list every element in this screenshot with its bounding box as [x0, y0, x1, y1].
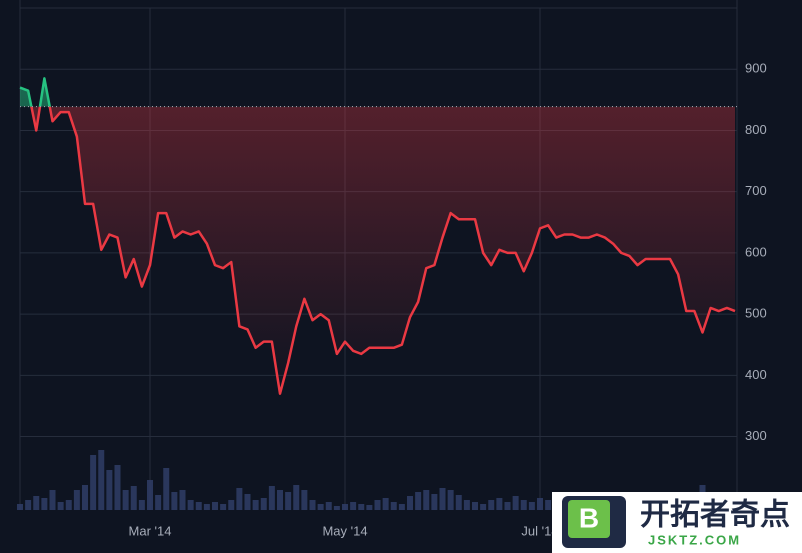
- volume-bar: [301, 490, 308, 510]
- y-tick-label: 800: [745, 122, 767, 137]
- watermark: B 开拓者奇点 JSKTZ.COM: [552, 492, 802, 553]
- volume-bar: [431, 494, 438, 510]
- volume-bar: [342, 504, 348, 510]
- volume-bar: [447, 490, 454, 510]
- price-line: [30, 106, 736, 395]
- volume-bar: [463, 500, 470, 510]
- volume-bar: [488, 500, 495, 510]
- volume-bar: [528, 502, 535, 510]
- y-tick-label: 300: [745, 428, 767, 443]
- volume-bar: [382, 498, 389, 510]
- volume-bar: [41, 498, 48, 510]
- watermark-name: 开拓者奇点: [640, 498, 790, 533]
- volume-bar: [179, 490, 186, 510]
- volume-bar: [439, 488, 446, 510]
- volume-bar: [277, 490, 283, 510]
- volume-bar: [423, 490, 430, 510]
- volume-bar: [309, 500, 316, 510]
- volume-bar: [504, 502, 511, 510]
- volume-bar: [138, 500, 145, 510]
- volume-bar: [268, 486, 275, 510]
- volume-bar: [57, 502, 64, 510]
- volume-bar: [520, 500, 527, 510]
- volume-bar: [350, 502, 357, 510]
- volume-bar: [17, 504, 23, 510]
- volume-bar: [512, 496, 519, 510]
- x-tick-label: Mar '14: [129, 523, 172, 538]
- volume-bar: [333, 506, 340, 510]
- volume-bar: [49, 490, 56, 510]
- watermark-logo: [568, 500, 610, 538]
- volume-bar: [130, 486, 137, 510]
- y-tick-label: 900: [745, 61, 767, 76]
- volume-bar: [195, 502, 202, 510]
- volume-bar: [106, 470, 113, 510]
- volume-bar: [114, 465, 121, 510]
- volume-bar: [374, 500, 381, 510]
- volume-bar: [358, 504, 365, 510]
- volume-bar: [390, 502, 397, 510]
- volume-bar: [480, 504, 487, 510]
- volume-bar: [147, 480, 153, 510]
- volume-bar: [455, 495, 462, 510]
- volume-bar: [25, 500, 32, 510]
- volume-bar: [317, 504, 324, 510]
- volume-bar: [73, 490, 80, 510]
- y-tick-label: 600: [745, 244, 767, 259]
- volume-bar: [228, 500, 235, 510]
- x-tick-label: Jul '14: [521, 523, 558, 538]
- volume-bar: [236, 488, 243, 510]
- volume-bar: [366, 505, 373, 510]
- area-down: [31, 106, 735, 394]
- volume-bar: [90, 455, 97, 510]
- volume-bar: [472, 502, 478, 510]
- volume-bar: [187, 500, 194, 510]
- volume-bar: [171, 492, 178, 510]
- x-tick-label: May '14: [322, 523, 367, 538]
- y-tick-label: 500: [745, 306, 767, 321]
- y-tick-label: 700: [745, 183, 767, 198]
- volume-bar: [252, 500, 259, 510]
- volume-bar: [155, 495, 162, 510]
- volume-bar: [33, 496, 40, 510]
- volume-bar: [82, 485, 88, 510]
- volume-bar: [98, 450, 105, 510]
- watermark-site: JSKTZ.COM: [648, 532, 741, 547]
- watermark-logo-text: B: [579, 502, 599, 533]
- volume-bar: [65, 500, 72, 510]
- volume-bar: [407, 496, 413, 510]
- volume-bar: [398, 504, 405, 510]
- volume-bar: [163, 468, 170, 510]
- volume-bar: [220, 504, 227, 510]
- volume-bar: [496, 498, 503, 510]
- volume-bar: [122, 490, 129, 510]
- volume-bar: [212, 502, 218, 510]
- y-tick-label: 400: [745, 367, 767, 382]
- volume-bar: [325, 502, 332, 510]
- volume-bar: [285, 492, 292, 510]
- volume-bar: [203, 504, 210, 510]
- volume-bar: [415, 492, 422, 510]
- volume-bar: [293, 485, 300, 510]
- volume-bar: [545, 500, 552, 510]
- volume-bar: [260, 498, 267, 510]
- volume-bar: [244, 494, 251, 510]
- plot: 300 400 500 600 700 800 900 Mar '14 May '14 Jul '…: [17, 0, 767, 538]
- volume-bar: [537, 498, 543, 510]
